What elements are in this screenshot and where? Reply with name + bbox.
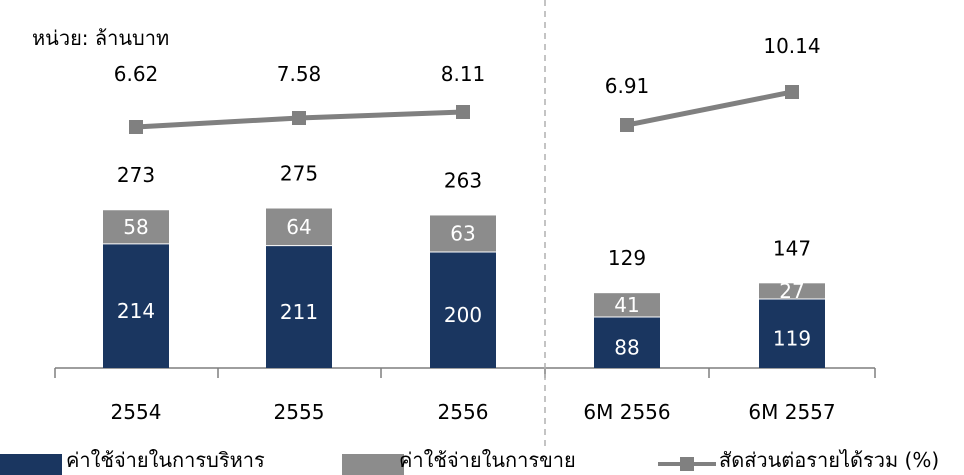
unit-label: หน่วย: ล้านบาท xyxy=(32,26,170,50)
x-tick-label-1: 2555 xyxy=(274,400,325,424)
data-label-total-0: 273 xyxy=(117,163,155,187)
legend: ค่าใช้จ่ายในการบริหาร ค่าใช้จ่ายในการขาย… xyxy=(0,446,964,475)
ratio-marker-4 xyxy=(785,85,799,99)
data-label-selling-3: 41 xyxy=(614,293,639,317)
bar-admin-2 xyxy=(430,252,496,368)
legend-label-ratio: สัดส่วนต่อรายได้รวม (%) xyxy=(719,448,940,472)
ratio-label-3: 6.91 xyxy=(605,74,650,98)
data-label-admin-1: 211 xyxy=(280,300,318,324)
bar-selling-0 xyxy=(103,210,169,244)
data-label-total-4: 147 xyxy=(773,236,811,260)
legend-label-selling: ค่าใช้จ่ายในการขาย xyxy=(399,448,576,472)
x-tick-label-2: 2556 xyxy=(438,400,489,424)
data-label-selling-2: 63 xyxy=(450,222,475,246)
bar-admin-1 xyxy=(266,245,332,368)
bar-selling-4 xyxy=(759,283,825,299)
bar-admin-0 xyxy=(103,243,169,368)
bar-selling-3 xyxy=(594,293,660,317)
data-label-total-2: 263 xyxy=(444,168,482,192)
ratio-label-4: 10.14 xyxy=(763,34,820,58)
data-label-total-1: 275 xyxy=(280,162,318,186)
ratio-label-2: 8.11 xyxy=(441,62,486,86)
ratio-label-0: 6.62 xyxy=(114,62,159,86)
bar-selling-1 xyxy=(266,208,332,246)
bar-admin-3 xyxy=(594,316,660,368)
ratio-line-segment-1 xyxy=(626,89,793,128)
x-tick-label-3: 6M 2556 xyxy=(583,400,670,424)
ratio-marker-1 xyxy=(292,111,306,125)
bar-admin-4 xyxy=(759,298,825,368)
data-label-selling-4: 27 xyxy=(779,279,804,303)
legend-label-admin: ค่าใช้จ่ายในการบริหาร xyxy=(66,448,265,472)
legend-swatch-admin xyxy=(0,454,62,475)
data-label-admin-2: 200 xyxy=(444,303,482,327)
x-tick-label-0: 2554 xyxy=(111,400,162,424)
ratio-marker-0 xyxy=(129,120,143,134)
x-tick-label-4: 6M 2557 xyxy=(748,400,835,424)
legend-line-marker-icon xyxy=(658,457,716,471)
data-label-total-3: 129 xyxy=(608,246,646,270)
data-label-selling-1: 64 xyxy=(286,215,311,239)
data-label-admin-3: 88 xyxy=(614,335,639,359)
data-label-selling-0: 58 xyxy=(123,215,148,239)
ratio-label-1: 7.58 xyxy=(277,62,322,86)
chart-canvas: 214 58 273 2554 211 64 275 2555 200 63 263 2556 88 41… xyxy=(54,0,876,446)
ratio-marker-3 xyxy=(620,118,634,132)
data-label-admin-4: 119 xyxy=(773,326,811,350)
data-label-admin-0: 214 xyxy=(117,299,155,323)
ratio-marker-2 xyxy=(456,105,470,119)
legend-swatch-selling xyxy=(342,454,404,475)
bar-selling-2 xyxy=(430,215,496,252)
